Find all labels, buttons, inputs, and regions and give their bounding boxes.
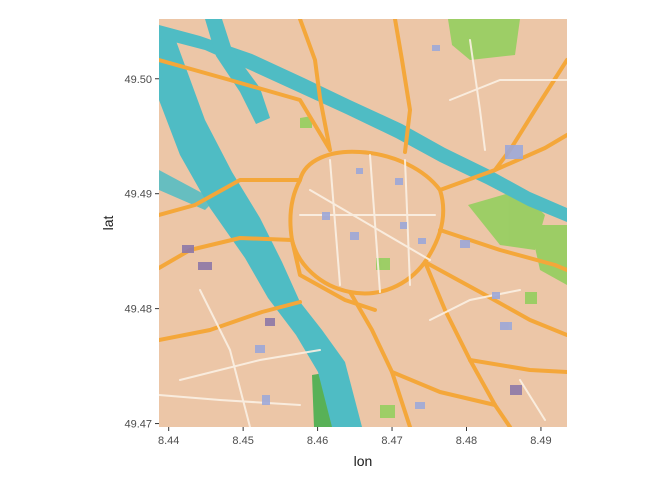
buildings — [182, 45, 523, 409]
y-tick-label: 49.50 — [124, 74, 152, 86]
road-south-east — [468, 358, 567, 374]
park-small-a — [300, 116, 312, 128]
x-tick-label: 8.45 — [232, 435, 253, 447]
x-axis-title: lon — [354, 453, 373, 469]
y-tick-label: 49.48 — [124, 304, 152, 316]
building — [460, 240, 470, 248]
park-east — [468, 190, 545, 250]
x-tick-label: 8.46 — [307, 435, 328, 447]
building — [510, 385, 522, 395]
building — [505, 145, 523, 159]
park-small-c — [525, 292, 537, 304]
building — [182, 245, 194, 253]
parks — [300, 19, 567, 427]
park-small-d — [380, 405, 395, 418]
x-tick-label: 8.49 — [530, 435, 551, 447]
road-bridge-west — [159, 178, 302, 217]
road-south-west — [290, 238, 377, 312]
building — [198, 262, 212, 270]
building — [432, 45, 440, 51]
river-neckar — [159, 25, 567, 222]
park-small-b — [376, 258, 390, 270]
building — [350, 232, 359, 240]
park-east-edge — [530, 225, 567, 285]
building — [492, 292, 500, 299]
building — [265, 318, 275, 326]
building — [500, 322, 512, 330]
harbor-basin — [205, 19, 270, 124]
building — [262, 395, 270, 405]
y-tick-label: 49.47 — [124, 419, 152, 431]
y-tick-label: 49.49 — [124, 189, 152, 201]
x-tick-label: 8.47 — [381, 435, 402, 447]
y-axis-title: lat — [100, 216, 116, 231]
road-west-1 — [159, 236, 294, 270]
y-axis: 49.47 49.48 49.49 49.50 — [124, 74, 159, 431]
road-west-2 — [159, 300, 302, 342]
map-panel — [159, 19, 567, 427]
road-east-2 — [423, 260, 567, 337]
building — [255, 345, 265, 353]
x-tick-label: 8.48 — [456, 435, 477, 447]
road-north-2 — [393, 19, 412, 154]
road-south-far — [390, 370, 497, 407]
building — [400, 222, 407, 229]
major-roads — [159, 19, 567, 427]
road-south-1 — [348, 290, 412, 427]
road-far-east — [493, 58, 567, 172]
park-north — [448, 19, 520, 60]
road-north-west — [159, 58, 332, 152]
building — [418, 238, 426, 244]
building — [322, 212, 330, 220]
road-north-1 — [298, 19, 332, 152]
building — [395, 178, 403, 185]
river-rhine — [159, 30, 362, 427]
building — [356, 168, 363, 174]
x-axis: 8.44 8.45 8.46 8.47 8.48 8.49 — [158, 427, 552, 447]
x-tick-label: 8.44 — [158, 435, 179, 447]
building — [415, 402, 425, 409]
